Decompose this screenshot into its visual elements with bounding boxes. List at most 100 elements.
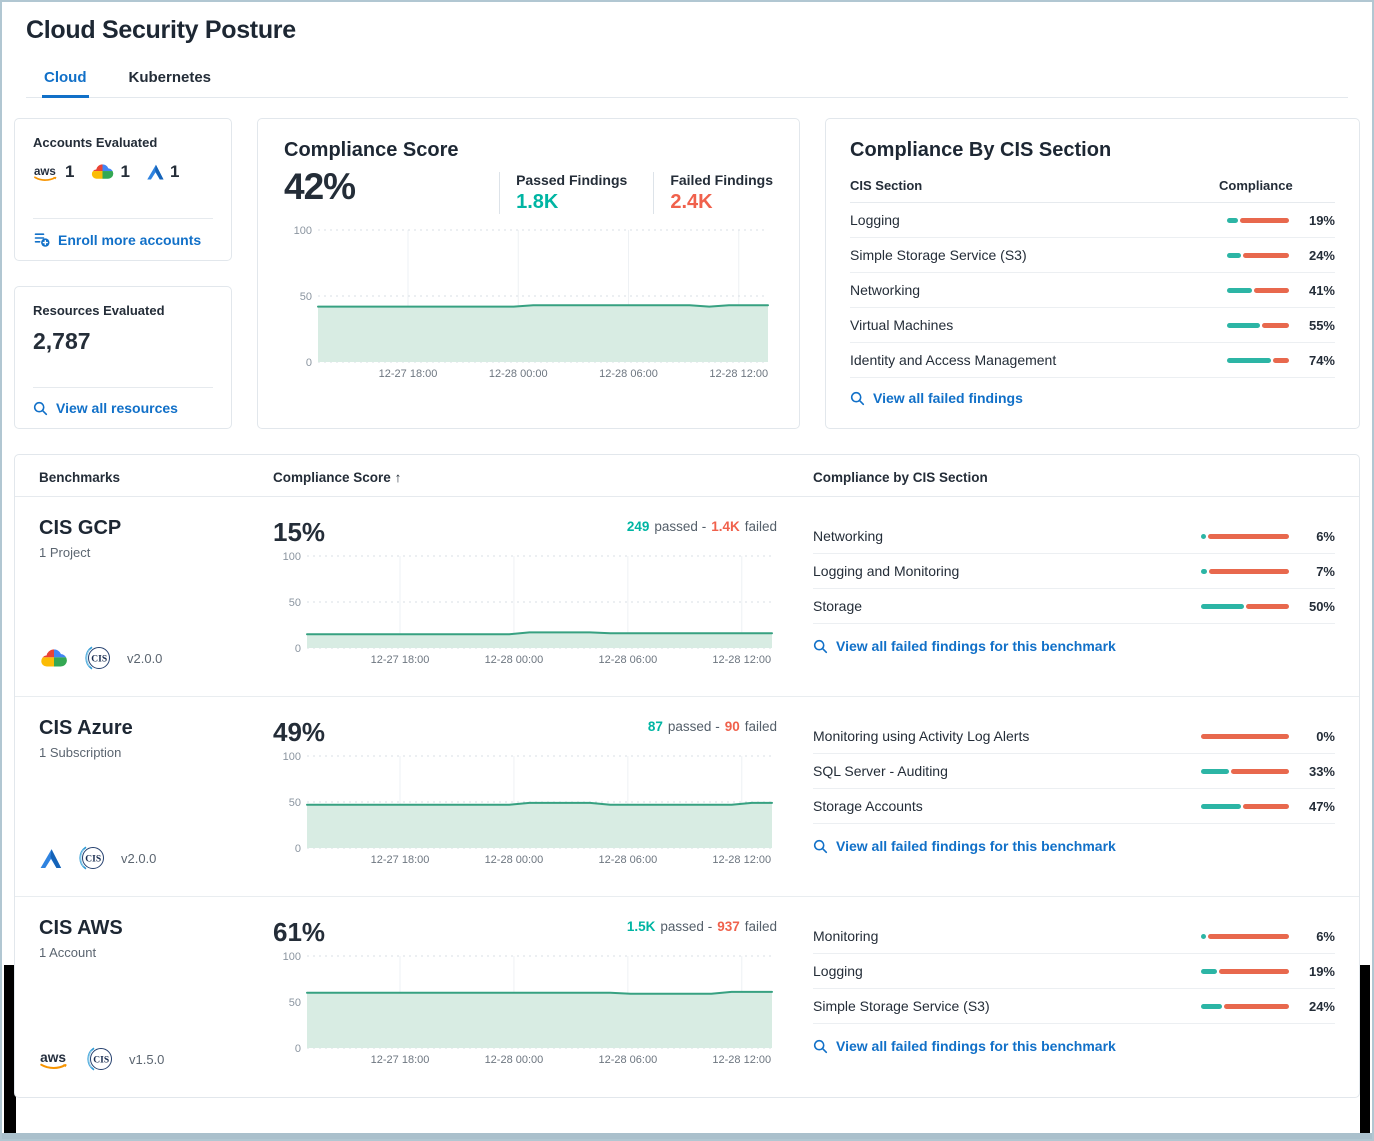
failed-findings-value: 2.4K xyxy=(670,191,713,213)
section-label: Simple Storage Service (S3) xyxy=(813,998,990,1014)
section-label: Storage xyxy=(813,598,863,614)
compliance-bar xyxy=(1201,603,1289,609)
compliance-score-title: Compliance Score xyxy=(284,139,459,161)
bar-failed-segment xyxy=(1208,933,1289,939)
aws-logo-icon: aws xyxy=(34,165,57,181)
passed-word: passed - xyxy=(654,519,707,534)
svg-text:12-28 06:00: 12-28 06:00 xyxy=(598,854,657,866)
svg-text:12-28 06:00: 12-28 06:00 xyxy=(598,654,657,666)
passed-word: passed - xyxy=(660,919,713,934)
tab-kubernetes[interactable]: Kubernetes xyxy=(128,69,212,86)
section-label: Logging xyxy=(850,212,900,228)
view-failed-findings-benchmark-link[interactable]: View all failed findings for this benchm… xyxy=(813,824,1335,854)
view-all-resources-link[interactable]: View all resources xyxy=(33,388,213,416)
azure-logo-icon xyxy=(147,164,164,180)
benchmark-name: CIS AWS xyxy=(39,917,123,939)
benchmark-passed-failed: 87 passed - 90 failed xyxy=(648,717,777,734)
compliance-score-sort-header[interactable]: Compliance Score ↑ xyxy=(273,470,813,485)
resources-evaluated-title: Resources Evaluated xyxy=(33,303,165,318)
compliance-percent: 47% xyxy=(1308,798,1335,814)
benchmark-info: CIS AWS 1 Account aws CIS v1.5.0 xyxy=(39,917,273,1079)
passed-count: 1.5K xyxy=(626,919,656,934)
compliance-bar xyxy=(1201,933,1289,939)
svg-text:12-28 00:00: 12-28 00:00 xyxy=(485,1054,544,1066)
bar-failed-segment xyxy=(1240,217,1289,223)
cis-logo-icon: CIS xyxy=(79,846,104,870)
svg-text:12-27 18:00: 12-27 18:00 xyxy=(371,854,430,866)
screenshot-black-gutter-right xyxy=(1360,965,1370,1136)
benchmark-brand-row: CIS v2.0.0 xyxy=(39,842,273,878)
svg-text:12-28 06:00: 12-28 06:00 xyxy=(599,368,658,380)
top-tabs: Cloud Kubernetes xyxy=(26,61,1348,98)
section-label: Logging xyxy=(813,963,863,979)
benchmark-row-cis-gcp: CIS GCP 1 Project CIS xyxy=(15,497,1359,697)
bar-passed-segment xyxy=(1201,803,1241,809)
svg-text:100: 100 xyxy=(283,951,301,963)
benchmark-sections-cell: Networking 6% Logging and Monitoring 7% … xyxy=(813,517,1335,678)
tab-cloud[interactable]: Cloud xyxy=(42,61,89,98)
benchmark-sections-cell: Monitoring using Activity Log Alerts 0% … xyxy=(813,717,1335,878)
svg-text:0: 0 xyxy=(306,357,312,369)
bar-failed-segment xyxy=(1243,252,1289,258)
svg-text:12-27 18:00: 12-27 18:00 xyxy=(371,654,430,666)
aws-logo-icon: aws xyxy=(40,1050,67,1069)
cis-section-row: Virtual Machines 55% xyxy=(850,308,1335,343)
cis-table-header: CIS Section Compliance xyxy=(850,162,1335,203)
svg-text:0: 0 xyxy=(295,643,301,655)
enroll-more-accounts-label: Enroll more accounts xyxy=(58,231,202,248)
section-label: Networking xyxy=(813,528,884,544)
bar-passed-segment xyxy=(1227,217,1238,223)
svg-text:0: 0 xyxy=(295,843,301,855)
cis-section-row: SQL Server - Auditing 33% xyxy=(813,754,1335,789)
svg-text:12-28 06:00: 12-28 06:00 xyxy=(598,1054,657,1066)
cis-section-row: Storage 50% xyxy=(813,589,1335,624)
svg-text:12-28 00:00: 12-28 00:00 xyxy=(485,854,544,866)
benchmark-score-row: 15% 249 passed - 1.4K failed xyxy=(273,517,777,548)
view-failed-findings-benchmark-link[interactable]: View all failed findings for this benchm… xyxy=(813,624,1335,654)
compliance-percent: 0% xyxy=(1316,728,1335,744)
cis-section-row: Monitoring using Activity Log Alerts 0% xyxy=(813,719,1335,754)
bar-failed-segment xyxy=(1219,968,1289,974)
compliance-percent: 33% xyxy=(1308,763,1335,779)
benchmark-passed-failed: 1.5K passed - 937 failed xyxy=(627,917,777,934)
benchmarks-card: Benchmarks Compliance Score ↑ Compliance… xyxy=(14,454,1360,1098)
svg-text:CIS: CIS xyxy=(93,1055,109,1065)
svg-text:50: 50 xyxy=(300,291,312,303)
main-content: Accounts Evaluated aws 1 xyxy=(2,98,1372,1098)
compliance-bar xyxy=(1227,322,1289,328)
benchmark-score: 15% xyxy=(273,517,326,547)
bar-failed-segment xyxy=(1246,603,1289,609)
benchmark-score: 61% xyxy=(273,917,326,947)
cis-azure-trend-chart: 12-27 18:00 12-28 00:00 12-28 06:00 12-28 1… xyxy=(273,750,777,868)
benchmark-brand-row: aws CIS v1.5.0 xyxy=(39,1043,273,1079)
bar-passed-segment xyxy=(1227,287,1252,293)
cis-gcp-trend-chart: 12-27 18:00 12-28 00:00 12-28 06:00 12-28 1… xyxy=(273,550,777,668)
cis-sections-column-header: Compliance by CIS Section xyxy=(813,470,988,485)
compliance-percent: 7% xyxy=(1316,563,1335,579)
compliance-percent: 19% xyxy=(1308,212,1335,228)
azure-logo-icon xyxy=(40,848,62,868)
svg-text:12-28 12:00: 12-28 12:00 xyxy=(709,368,768,380)
search-icon xyxy=(813,1039,828,1053)
cis-aws-trend-chart: 12-27 18:00 12-28 00:00 12-28 06:00 12-28 1… xyxy=(273,950,777,1068)
cis-section-row: Monitoring 6% xyxy=(813,919,1335,954)
compliance-percent: 74% xyxy=(1308,352,1335,368)
view-all-failed-findings-link[interactable]: View all failed findings xyxy=(850,378,1335,406)
cis-section-column-header: CIS Section xyxy=(850,178,923,193)
passed-findings-block: Passed Findings 1.8K xyxy=(499,172,627,214)
enroll-more-accounts-link[interactable]: Enroll more accounts xyxy=(33,219,213,248)
failed-word: failed xyxy=(744,719,777,734)
benchmark-brand-row: CIS v2.0.0 xyxy=(39,642,273,678)
cis-section-row: Networking 6% xyxy=(813,519,1335,554)
view-failed-findings-benchmark-link[interactable]: View all failed findings for this benchm… xyxy=(813,1024,1335,1054)
benchmark-row-cis-azure: CIS Azure 1 Subscription CIS v2.0.0 xyxy=(15,697,1359,897)
benchmark-score: 49% xyxy=(273,717,326,747)
benchmark-scope: 1 Subscription xyxy=(39,745,122,760)
svg-text:CIS: CIS xyxy=(85,854,101,864)
section-label: Monitoring using Activity Log Alerts xyxy=(813,728,1030,744)
bar-passed-segment xyxy=(1201,933,1206,939)
bar-failed-segment xyxy=(1254,287,1289,293)
passed-findings-label: Passed Findings xyxy=(516,172,628,188)
bar-failed-segment xyxy=(1262,322,1289,328)
score-summary-row: 42% Passed Findings 1.8K Failed Findings… xyxy=(284,166,773,214)
